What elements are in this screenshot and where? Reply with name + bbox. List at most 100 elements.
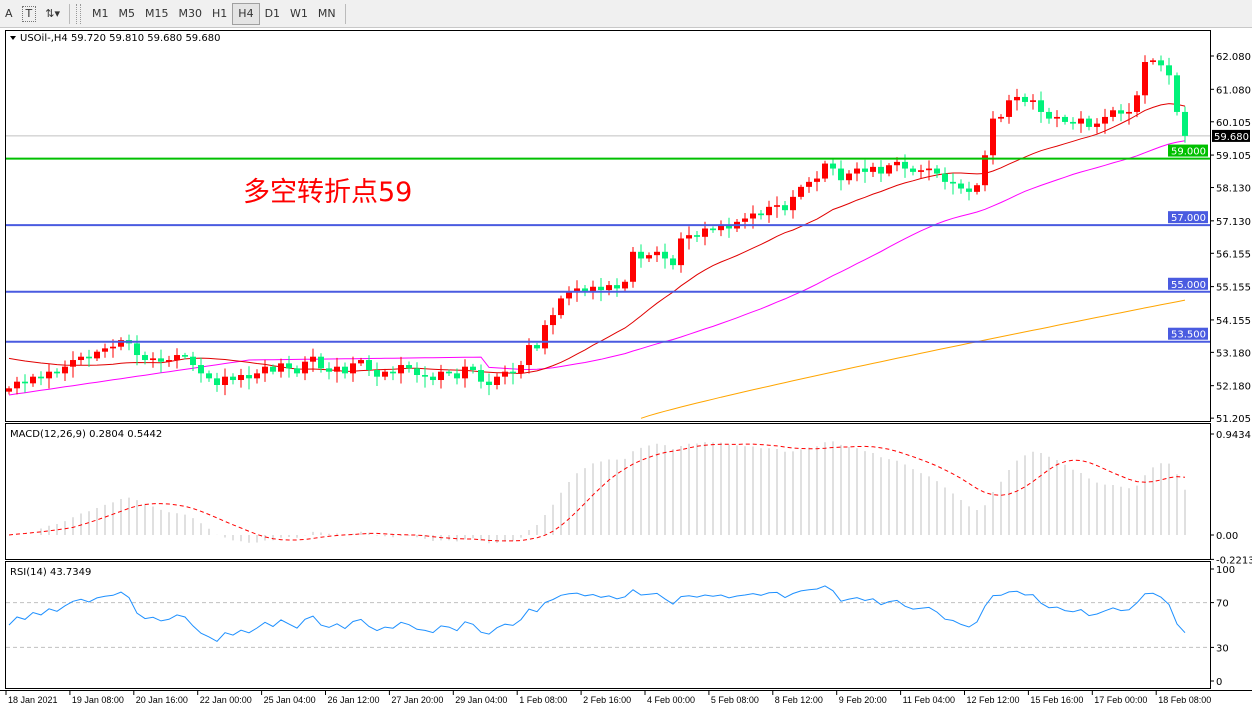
candle-body xyxy=(486,381,492,386)
candle-body xyxy=(462,366,468,379)
candle-body xyxy=(830,163,836,169)
timeframe-d1[interactable]: D1 xyxy=(264,7,281,20)
candle xyxy=(150,352,156,368)
candle-body xyxy=(502,371,508,377)
candle xyxy=(246,366,252,390)
candle-body xyxy=(694,235,700,237)
ma-slow-line xyxy=(640,299,1186,419)
text-label-icon[interactable]: T xyxy=(21,5,37,22)
candle-body xyxy=(358,360,364,364)
time-label: 18 Jan 2021 xyxy=(8,695,58,705)
candle xyxy=(1118,104,1124,122)
candle xyxy=(558,295,564,319)
rsi-pane[interactable] xyxy=(5,561,1211,689)
candle-body xyxy=(382,371,388,377)
candle-body xyxy=(654,251,660,256)
candle-body xyxy=(926,168,932,171)
candle-body xyxy=(1070,121,1076,124)
candle-body xyxy=(886,165,892,174)
candle xyxy=(438,364,444,389)
candle-body xyxy=(342,366,348,374)
arrows-dropdown-icon[interactable]: ⇅▾ xyxy=(45,7,61,20)
candle-body xyxy=(214,378,220,386)
candle xyxy=(638,244,644,268)
candle-body xyxy=(78,356,84,361)
macd-pane[interactable] xyxy=(5,423,1211,560)
candle-body xyxy=(910,168,916,172)
level-label: 53.500 xyxy=(1171,330,1206,341)
candle xyxy=(526,338,532,374)
candle xyxy=(294,365,300,377)
candle-body xyxy=(478,370,484,382)
text-tool-icon[interactable]: A xyxy=(5,7,13,20)
candle xyxy=(358,357,364,367)
candle xyxy=(390,366,396,381)
candle-body xyxy=(758,213,764,216)
candle xyxy=(510,362,516,385)
candle-body xyxy=(206,373,212,379)
candle-body xyxy=(94,351,100,359)
candle xyxy=(6,386,12,395)
candle-body xyxy=(22,381,28,384)
candle-body xyxy=(582,288,588,292)
timeframe-h1[interactable]: H1 xyxy=(212,7,228,20)
timeframe-m5[interactable]: M5 xyxy=(118,7,136,20)
timeframe-h4[interactable]: H4 xyxy=(232,2,260,25)
candle-body xyxy=(366,360,372,371)
candle xyxy=(878,160,884,183)
timeframe-m1[interactable]: M1 xyxy=(92,7,109,20)
candle xyxy=(366,355,372,377)
timeframe-w1[interactable]: W1 xyxy=(290,7,308,20)
candle xyxy=(270,364,276,375)
macd-tick-label: 0.00 xyxy=(1216,531,1238,542)
candle-body xyxy=(678,238,684,266)
candle-body xyxy=(718,225,724,231)
candle-body xyxy=(1134,95,1140,112)
candle xyxy=(990,111,996,165)
candle-body xyxy=(766,206,772,216)
time-label: 19 Jan 08:00 xyxy=(72,695,124,705)
candle xyxy=(670,255,676,270)
candle xyxy=(870,162,876,178)
candle-body xyxy=(742,218,748,222)
candle xyxy=(1174,72,1180,116)
candle-body xyxy=(230,376,236,381)
time-label: 1 Feb 08:00 xyxy=(519,695,567,705)
candle-body xyxy=(1182,111,1188,136)
candle-body xyxy=(406,365,412,369)
candle-body xyxy=(1014,96,1020,101)
candle-body xyxy=(590,286,596,292)
candle-body xyxy=(702,228,708,237)
candle xyxy=(342,362,348,379)
candle xyxy=(470,363,476,374)
time-label: 29 Jan 04:00 xyxy=(455,695,507,705)
timeframe-m30[interactable]: M30 xyxy=(178,7,203,20)
candle-body xyxy=(6,388,12,392)
timeframe-m15[interactable]: M15 xyxy=(145,7,169,20)
candle xyxy=(486,373,492,396)
candle xyxy=(94,349,100,362)
candle-body xyxy=(1030,100,1036,102)
chart-area[interactable]: 62.080 61.080 60.105 59.105 58.130 57.130 56.1… xyxy=(0,27,1252,711)
candle-body xyxy=(150,358,156,361)
candle-body xyxy=(278,363,284,372)
candle xyxy=(142,351,148,365)
candle-body xyxy=(14,381,20,389)
candle xyxy=(454,368,460,385)
candle-body xyxy=(454,373,460,379)
candle xyxy=(478,364,484,389)
candle-body xyxy=(598,286,604,291)
candle xyxy=(566,286,572,306)
rsi-header: RSI(14) 43.7349 xyxy=(10,567,91,578)
collapse-triangle-icon[interactable] xyxy=(10,36,16,40)
level-label-bg xyxy=(1168,211,1208,224)
candle-body xyxy=(526,345,532,366)
candle-body xyxy=(862,168,868,172)
timeframe-mn[interactable]: MN xyxy=(317,7,336,20)
candle-body xyxy=(686,235,692,239)
candle xyxy=(926,160,932,181)
toolbar-grip[interactable] xyxy=(76,3,82,24)
candle xyxy=(350,356,356,382)
price-tick-label: 51.205 xyxy=(1216,414,1251,425)
candle-body xyxy=(286,363,292,369)
